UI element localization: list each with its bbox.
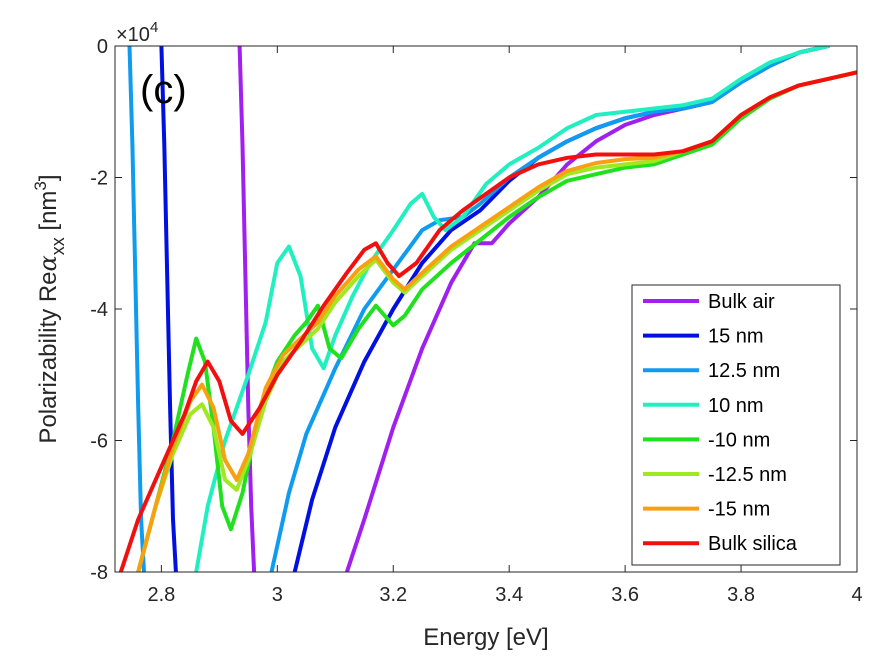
legend-label: -10 nm (708, 429, 770, 451)
y-tick-label: -8 (90, 562, 108, 584)
y-tick-label: -2 (90, 168, 108, 190)
x-tick-label: 3.8 (727, 584, 755, 606)
legend-label: Bulk silica (708, 533, 798, 555)
legend-items: Bulk air 15 nm 12.5 nm 10 nm -10 nm -12.5 nm -… (643, 291, 798, 555)
panel-label: (c) (140, 68, 187, 112)
series-bulk-silica (118, 70, 857, 572)
series-line (194, 46, 830, 572)
x-axis-title: Energy [eV] (423, 624, 548, 651)
legend-label: 10 nm (708, 395, 764, 417)
series-10-nm (194, 46, 830, 572)
series-12-5-nm (127, 46, 830, 572)
legend-label: 15 nm (708, 326, 764, 348)
series-line (237, 46, 257, 572)
y-axis-title: Polarizability Reαxx [nm3] (31, 174, 68, 443)
y-tick-label: 0 (97, 36, 108, 58)
x-tick-label: 3 (272, 584, 283, 606)
legend: Bulk air 15 nm 12.5 nm 10 nm -10 nm -12.5 nm -… (631, 284, 841, 566)
series-line (127, 46, 146, 572)
x-tick-label: 3.2 (379, 584, 407, 606)
series-layer (118, 46, 857, 572)
legend-box (631, 284, 841, 566)
y-tick-label: -4 (90, 299, 108, 321)
series-line (269, 46, 830, 572)
y-tick-label: -6 (90, 431, 108, 453)
x-tick-label: 4 (851, 584, 862, 606)
x-tick-label: 2.8 (147, 584, 175, 606)
x-tick-label: 3.6 (611, 584, 639, 606)
legend-label: -12.5 nm (708, 464, 787, 486)
series-line (159, 46, 178, 572)
y-exponent-label: ×104 (116, 19, 158, 46)
legend-label: 12.5 nm (708, 360, 780, 382)
x-tick-label: 3.4 (495, 584, 523, 606)
series-line (118, 70, 857, 572)
legend-label: -15 nm (708, 499, 770, 521)
legend-label: Bulk air (708, 291, 775, 313)
ticks-layer: 2.8 3 3.2 3.4 3.6 3.8 4 0 -2 -4 -6 -8 (90, 36, 862, 606)
